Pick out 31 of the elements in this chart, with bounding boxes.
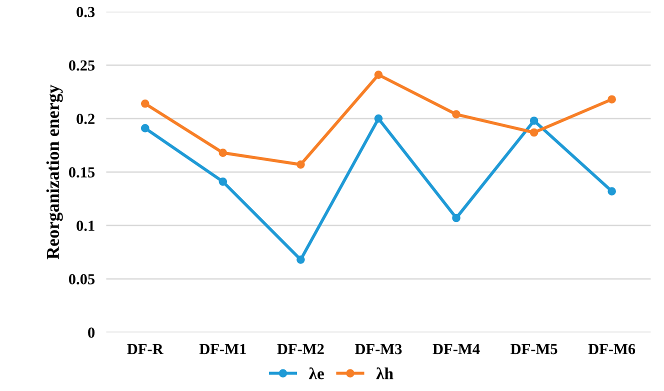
- x-tick-label: DF-M3: [354, 344, 402, 354]
- point: [608, 187, 616, 196]
- point: [452, 214, 460, 222]
- point: [608, 95, 616, 104]
- y-axis-title: Reorganization energy: [46, 84, 63, 260]
- legend-label: λe: [309, 367, 324, 380]
- x-tick-label: DF-M4: [432, 344, 480, 354]
- point: [530, 116, 538, 125]
- y-tick-label: 0.15: [68, 167, 95, 178]
- point: [140, 124, 150, 132]
- legend-label: λh: [376, 367, 394, 380]
- point: [374, 114, 383, 123]
- y-tick-label: 0.05: [68, 274, 95, 284]
- y-tick-label: 0.25: [68, 60, 95, 71]
- y-tick-label: 0.2: [76, 114, 94, 124]
- x-tick-label: DF-R: [127, 344, 164, 354]
- x-tick-label: DF-M6: [588, 344, 636, 354]
- x-tick-label: DF-M1: [199, 344, 246, 354]
- y-tick-label: 0: [88, 327, 95, 338]
- point: [296, 160, 305, 169]
- x-tick-label: DF-M2: [277, 344, 324, 354]
- x-tick-label: DF-M5: [510, 344, 558, 354]
- point: [218, 148, 228, 157]
- point: [140, 99, 150, 108]
- point: [530, 128, 538, 137]
- point: [452, 110, 460, 118]
- point: [218, 177, 228, 186]
- point: [374, 70, 383, 79]
- y-tick-label: 0.3: [76, 6, 95, 18]
- point: [296, 256, 305, 264]
- y-tick-label: 0.1: [76, 220, 94, 231]
